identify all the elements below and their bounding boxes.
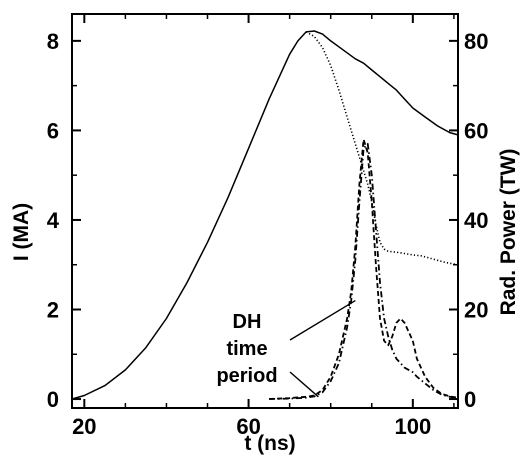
annotation-line-3: period	[216, 365, 277, 387]
y-axis-title-left: I (MA)	[10, 203, 33, 261]
y-left-tick-label: 6	[47, 118, 59, 143]
y-axis-title-right: Rad. Power (TW)	[497, 149, 520, 316]
annotation-group	[289, 299, 356, 398]
annotation-pointer-upper	[289, 299, 356, 341]
annotation-pointer-lower	[289, 371, 319, 398]
annotation-line-1: DH	[233, 311, 262, 333]
x-tick-label: 60	[236, 414, 260, 439]
series-line-dashed	[269, 138, 459, 400]
y-left-tick-label: 2	[47, 298, 59, 323]
x-tick-label: 100	[394, 414, 431, 439]
y-left-tick-label: 4	[47, 208, 60, 233]
plot-frame	[71, 13, 459, 409]
y-right-tick-label: 80	[464, 29, 488, 54]
y-left-tick-label: 8	[47, 29, 59, 54]
y-right-tick-label: 40	[464, 208, 488, 233]
y-left-tick-label: 0	[47, 387, 59, 412]
series-group	[71, 30, 459, 400]
series-line-dotted	[305, 31, 459, 266]
y-right-tick-label: 0	[464, 387, 476, 412]
series-line-dashdot	[269, 142, 459, 400]
y-right-tick-label: 60	[464, 118, 488, 143]
y-right-tick-label: 20	[464, 298, 488, 323]
x-axis-title: t (ns)	[244, 432, 295, 455]
x-tick-label: 20	[72, 414, 96, 439]
series-line-solid	[71, 30, 459, 400]
annotation-line-2: time	[226, 338, 267, 360]
